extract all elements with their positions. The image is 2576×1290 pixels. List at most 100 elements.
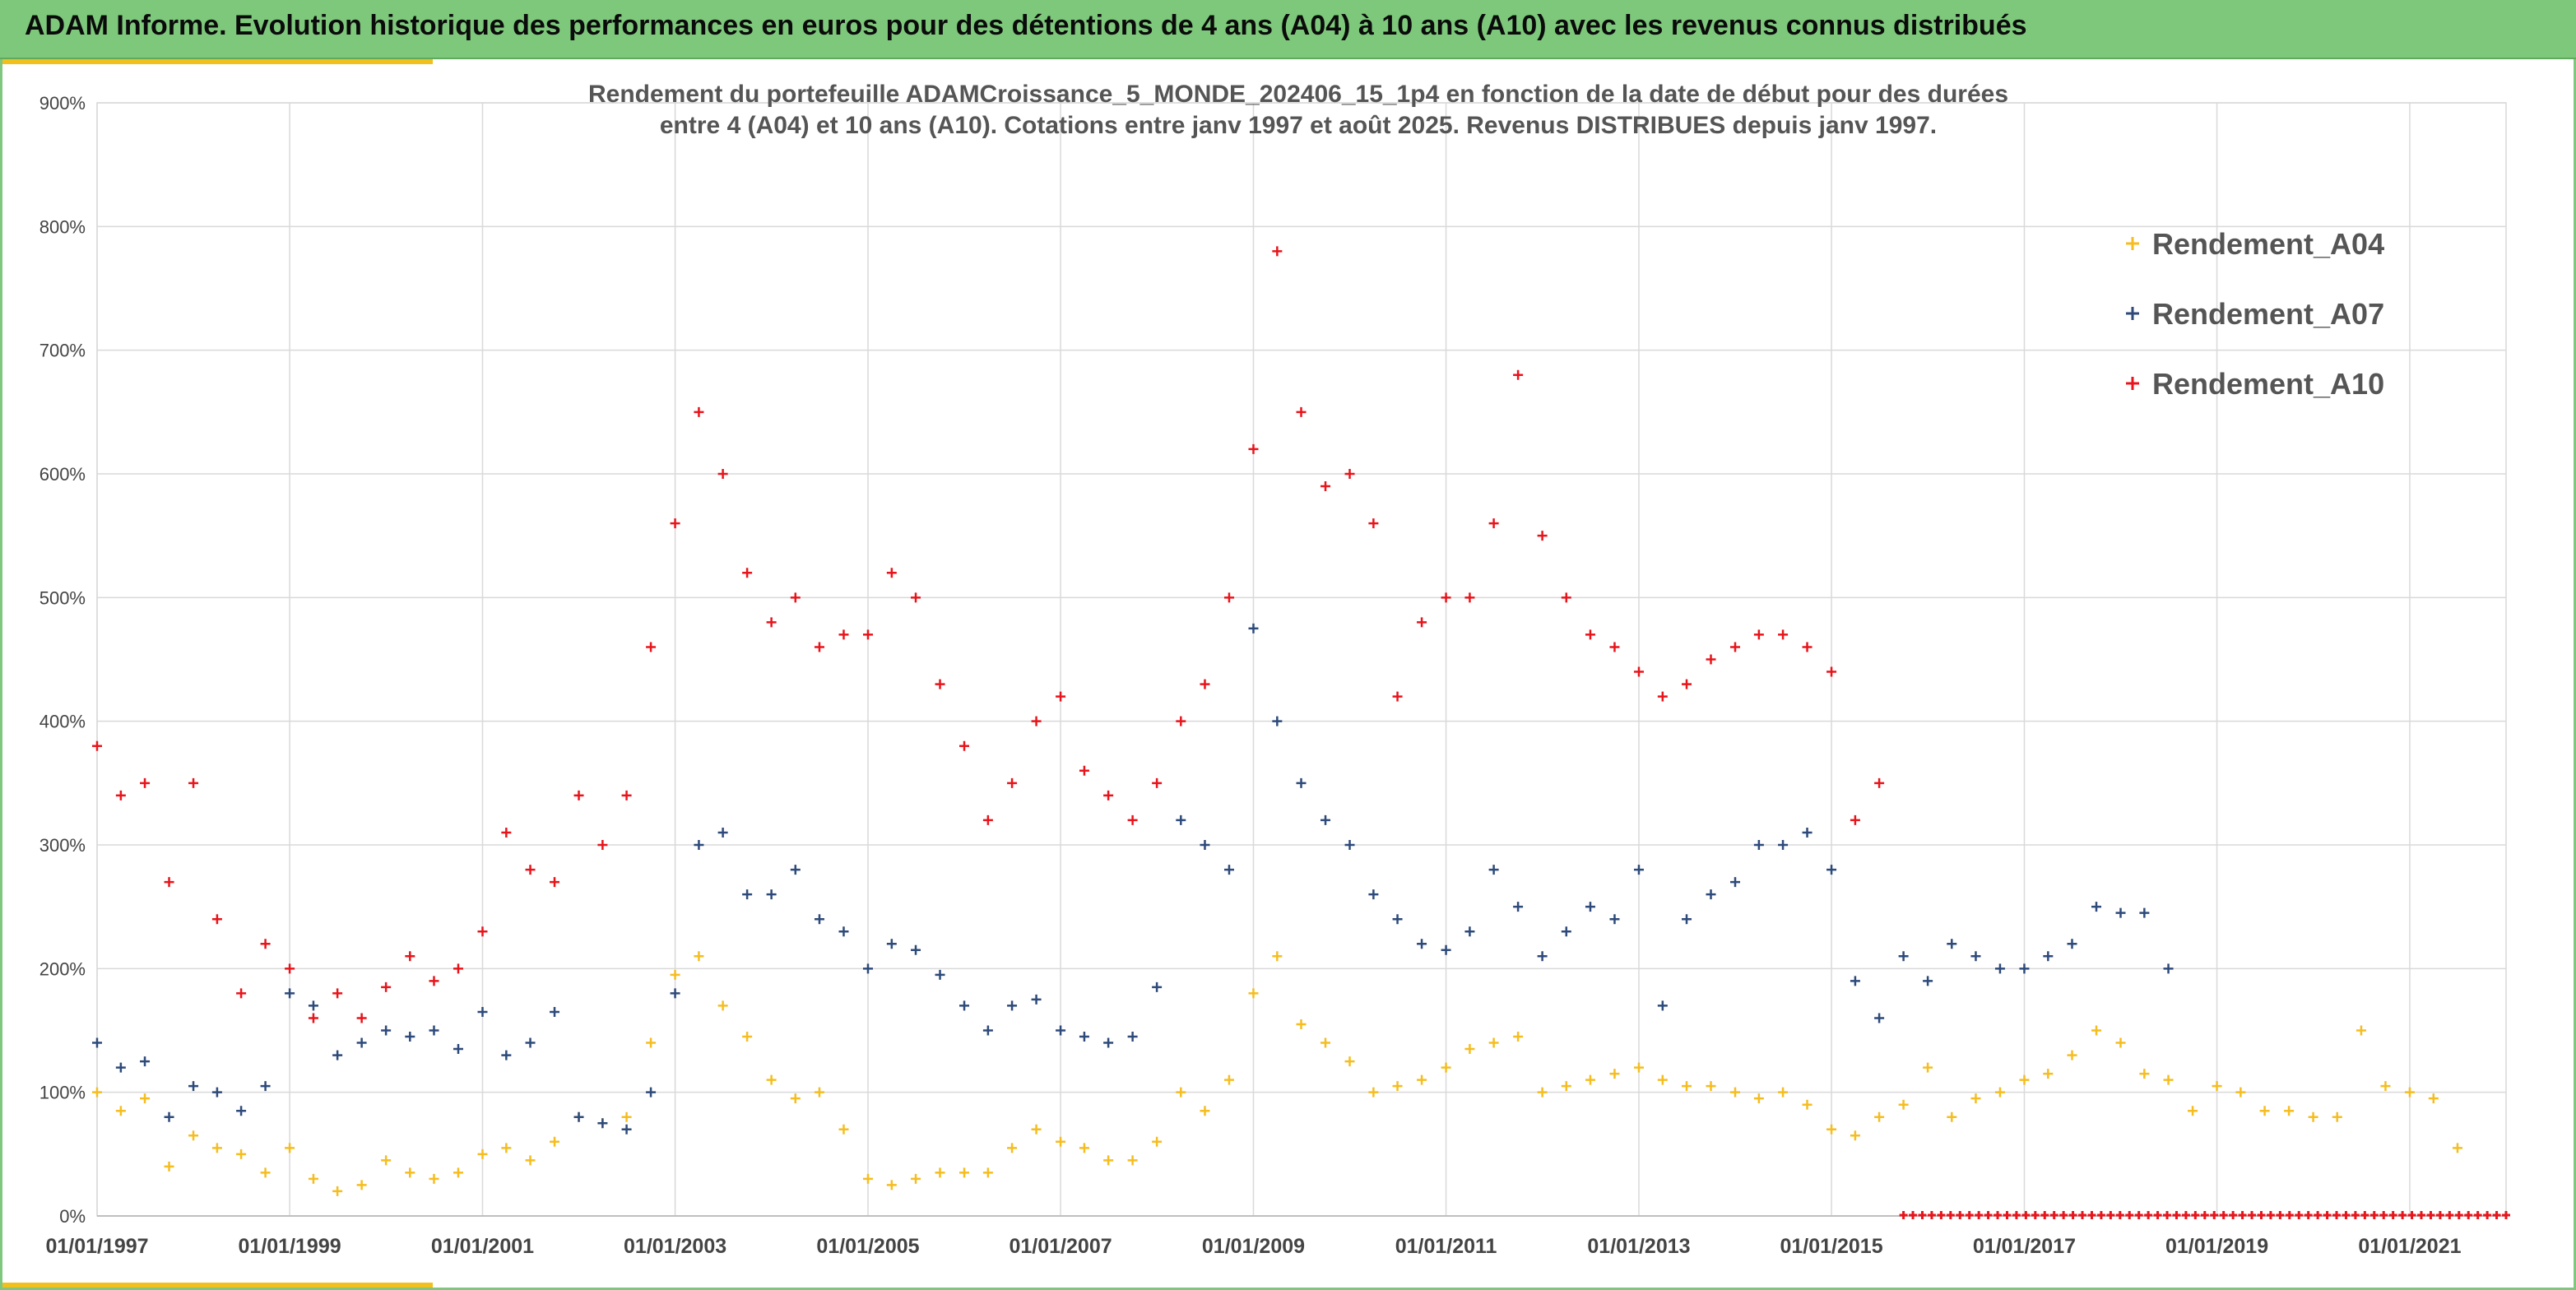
ground-marker <box>2426 1211 2435 1219</box>
ground-marker <box>2257 1211 2266 1219</box>
data-point-rendement-a04 <box>2043 1069 2054 1079</box>
y-tick-label: 100% <box>39 1083 86 1103</box>
data-point-rendement-a04 <box>405 1167 415 1178</box>
data-point-rendement-a04 <box>188 1130 199 1141</box>
data-point-rendement-a04 <box>1272 951 1283 962</box>
ground-marker <box>2144 1211 2153 1219</box>
legend-label: Rendement_A04 <box>2152 227 2384 261</box>
data-point-rendement-a07 <box>1223 865 1234 875</box>
ground-marker <box>2492 1211 2501 1219</box>
data-point-rendement-a10 <box>236 988 247 999</box>
data-point-rendement-a07 <box>1970 951 1981 962</box>
data-point-rendement-a07 <box>2139 907 2150 918</box>
data-point-rendement-a04 <box>1994 1087 2005 1097</box>
ground-marker <box>2314 1211 2323 1219</box>
data-point-rendement-a04 <box>1176 1087 1186 1097</box>
ground-marker <box>1965 1211 1974 1219</box>
y-tick-label: 300% <box>39 835 86 856</box>
data-point-rendement-a10 <box>911 592 921 603</box>
data-point-rendement-a10 <box>1344 469 1355 479</box>
data-point-rendement-a07 <box>1344 840 1355 850</box>
data-point-rendement-a07 <box>1609 914 1620 925</box>
data-point-rendement-a07 <box>1537 951 1548 962</box>
data-point-rendement-a04 <box>115 1106 126 1116</box>
gold-accent-top <box>2 59 433 64</box>
data-point-rendement-a10 <box>1296 406 1307 417</box>
data-point-rendement-a07 <box>1441 944 1451 955</box>
ground-marker <box>1993 1211 2003 1219</box>
data-point-rendement-a07 <box>1296 777 1307 788</box>
data-point-rendement-a04 <box>429 1173 439 1184</box>
data-point-rendement-a04 <box>646 1037 657 1048</box>
data-point-rendement-a07 <box>429 1025 439 1036</box>
title-banner: ADAM Informe. Evolution historique des p… <box>0 0 2576 59</box>
data-point-rendement-a07 <box>862 963 873 974</box>
ground-marker <box>2351 1211 2360 1219</box>
data-point-rendement-a07 <box>405 1032 415 1042</box>
data-point-rendement-a07 <box>1513 902 1524 912</box>
data-point-rendement-a04 <box>1392 1081 1403 1092</box>
ground-marker <box>2172 1211 2181 1219</box>
data-point-rendement-a10 <box>597 840 608 850</box>
data-point-rendement-a07 <box>1248 623 1259 633</box>
ground-marker <box>2115 1211 2124 1219</box>
data-point-rendement-a07 <box>621 1124 632 1135</box>
data-point-rendement-a04 <box>838 1124 849 1135</box>
data-point-rendement-a07 <box>1320 814 1331 825</box>
ground-marker <box>2445 1211 2454 1219</box>
data-point-rendement-a04 <box>381 1155 392 1166</box>
data-point-rendement-a04 <box>1682 1081 1692 1092</box>
data-point-rendement-a10 <box>1320 481 1331 492</box>
data-point-rendement-a10 <box>1730 642 1741 652</box>
gold-accent-bottom <box>2 1283 433 1288</box>
x-tick-label: 01/01/2001 <box>431 1235 534 1258</box>
data-point-rendement-a10 <box>790 592 801 603</box>
data-point-rendement-a07 <box>164 1111 174 1122</box>
data-point-rendement-a07 <box>573 1111 584 1122</box>
ground-marker <box>1918 1211 1927 1219</box>
data-point-rendement-a04 <box>1706 1081 1716 1092</box>
data-point-rendement-a10 <box>1127 814 1138 825</box>
legend-marker <box>2126 377 2139 390</box>
data-point-rendement-a04 <box>164 1161 174 1172</box>
data-point-rendement-a07 <box>1464 926 1475 937</box>
data-point-rendement-a10 <box>717 469 728 479</box>
data-point-rendement-a10 <box>1609 642 1620 652</box>
data-point-rendement-a10 <box>405 951 415 962</box>
data-point-rendement-a07 <box>1633 865 1644 875</box>
data-point-rendement-a07 <box>1152 981 1163 992</box>
legend-marker <box>2126 307 2139 320</box>
ground-marker <box>2295 1211 2304 1219</box>
data-point-rendement-a10 <box>115 790 126 800</box>
ground-marker <box>2229 1211 2238 1219</box>
data-point-rendement-a07 <box>1079 1032 1089 1042</box>
data-point-rendement-a07 <box>550 1006 560 1017</box>
data-point-rendement-a07 <box>236 1106 247 1116</box>
ground-marker <box>2125 1211 2134 1219</box>
data-point-rendement-a10 <box>1031 716 1042 726</box>
data-point-rendement-a04 <box>1223 1074 1234 1085</box>
x-tick-label: 01/01/2019 <box>2165 1235 2268 1258</box>
data-point-rendement-a10 <box>381 981 392 992</box>
ground-marker <box>2483 1211 2492 1219</box>
y-tick-label: 400% <box>39 712 86 732</box>
ground-marker <box>2369 1211 2379 1219</box>
data-point-rendement-a10 <box>1537 531 1548 541</box>
data-point-rendement-a04 <box>1947 1111 1957 1122</box>
ground-marker <box>2049 1211 2058 1219</box>
data-point-rendement-a07 <box>646 1087 657 1097</box>
data-point-rendement-a07 <box>766 889 777 900</box>
data-point-rendement-a04 <box>2019 1074 2030 1085</box>
data-point-rendement-a10 <box>1561 592 1571 603</box>
data-point-rendement-a07 <box>1778 840 1789 850</box>
ground-marker <box>2012 1211 2021 1219</box>
data-point-rendement-a07 <box>1850 976 1860 986</box>
data-point-rendement-a10 <box>1488 518 1499 529</box>
x-tick-label: 01/01/2021 <box>2358 1235 2461 1258</box>
data-point-rendement-a04 <box>790 1093 801 1104</box>
data-point-rendement-a04 <box>862 1173 873 1184</box>
data-point-rendement-a07 <box>1176 814 1186 825</box>
data-point-rendement-a07 <box>1898 951 1909 962</box>
data-point-rendement-a04 <box>1802 1099 1812 1110</box>
